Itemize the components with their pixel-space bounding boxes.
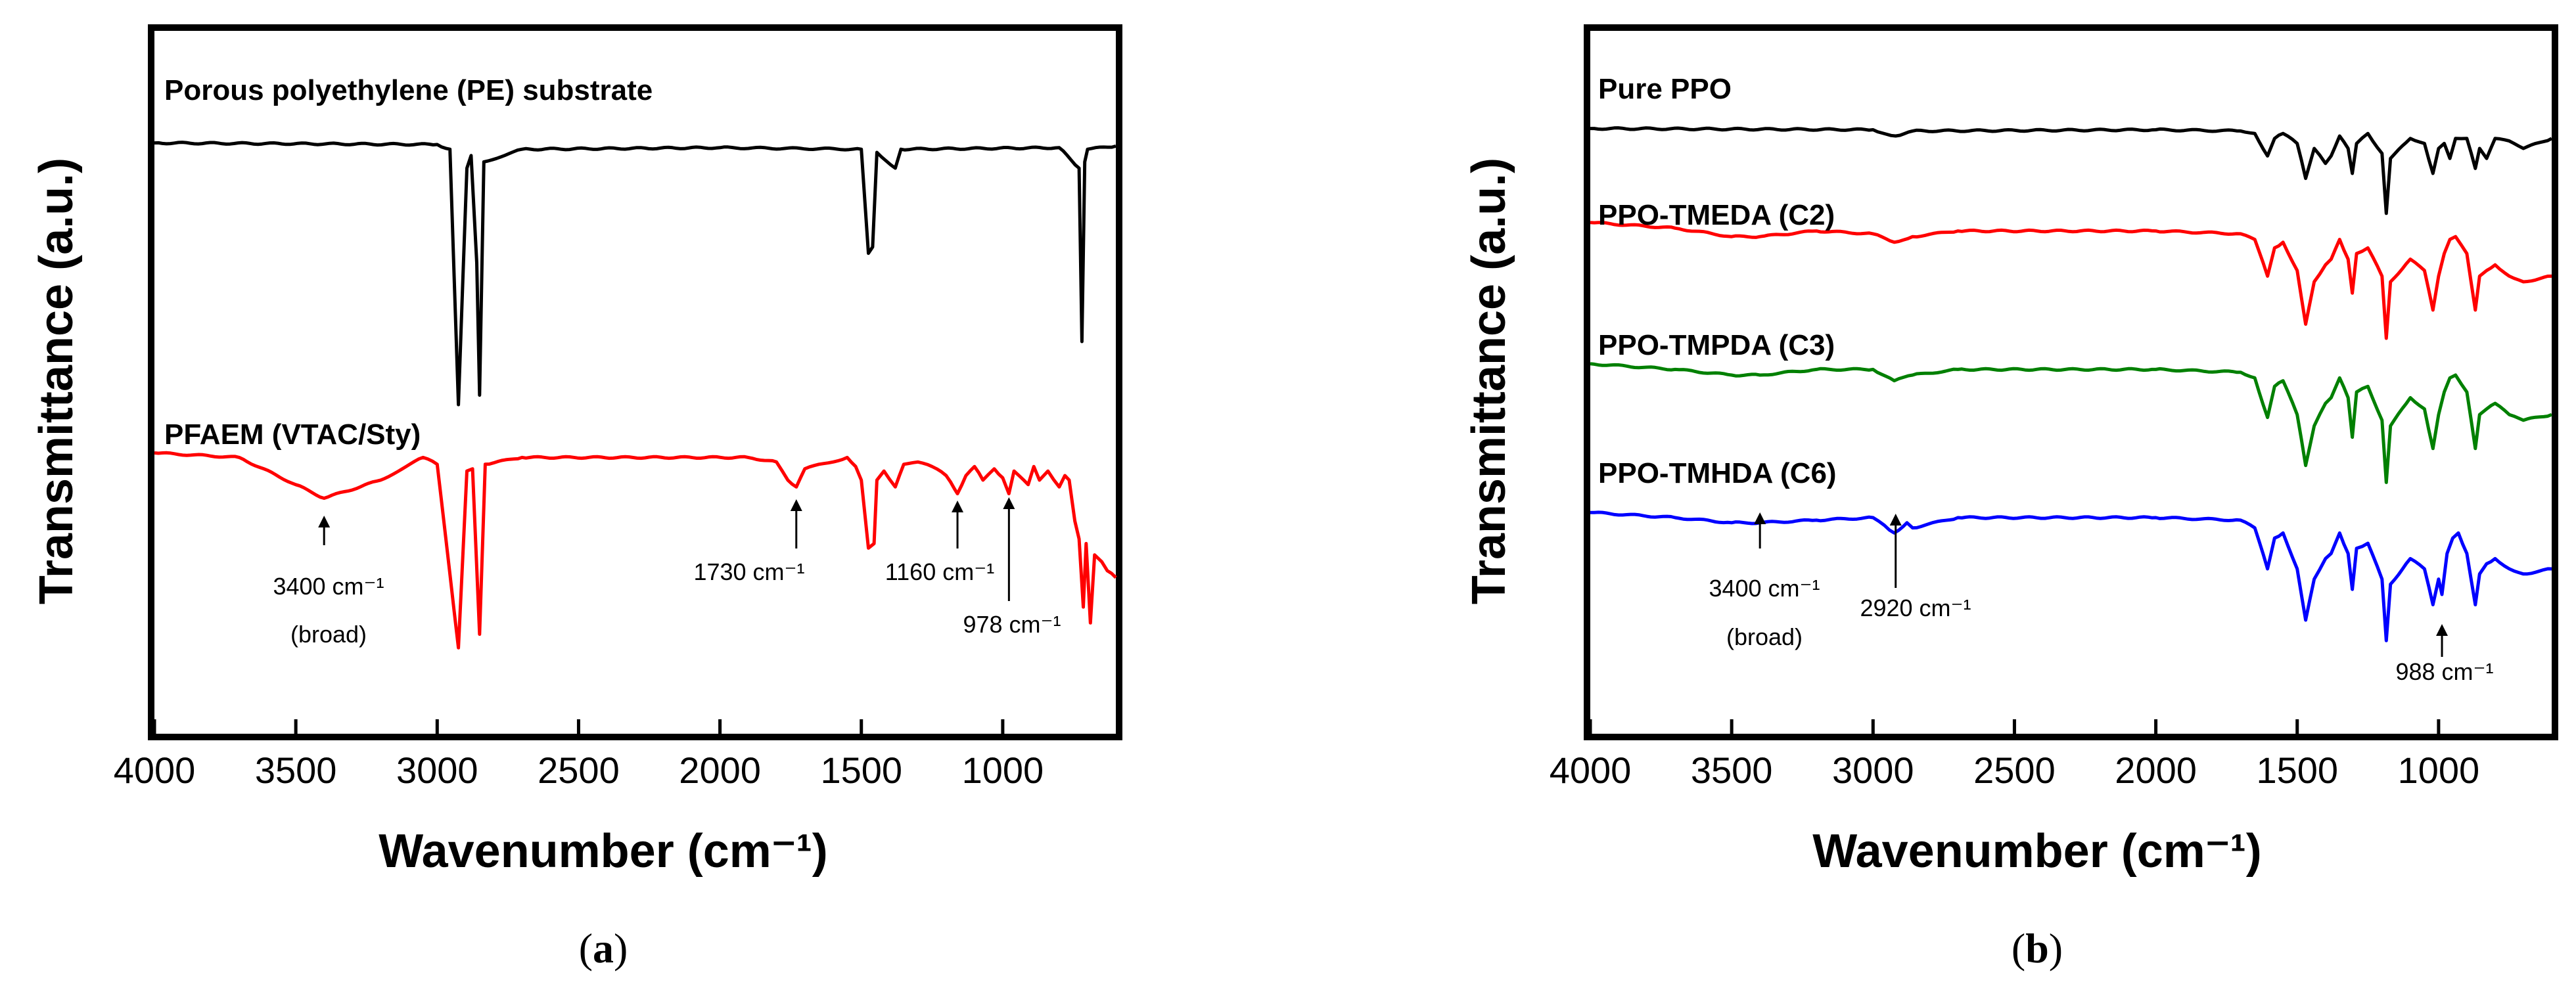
x-tick-label-4000: 4000 — [1550, 749, 1632, 791]
arrow-head-978 — [1003, 497, 1015, 509]
panel-letter-a: a — [593, 925, 614, 972]
series-line-a-1 — [154, 451, 1117, 650]
x-tick-label-1000: 1000 — [962, 749, 1044, 791]
series-label-pure-ppo: Pure PPO — [1598, 73, 1732, 105]
series-line-b-2 — [1590, 362, 2552, 484]
annotation-3400-b: 3400 cm⁻¹ — [1709, 575, 1820, 602]
series-label-pe: Porous polyethylene (PE) substrate — [164, 74, 653, 106]
x-tick-label-2500: 2500 — [538, 749, 620, 791]
x-axis-title-b: Wavenumber (cm⁻¹) — [1812, 825, 2261, 878]
annotation-3400-a: 3400 cm⁻¹ — [273, 573, 384, 600]
annotation-broad-a: (broad) — [290, 621, 367, 648]
x-axis-title-a: Wavenumber (cm⁻¹) — [379, 825, 827, 878]
x-tick-label-2000: 2000 — [679, 749, 761, 791]
arrow-head-1160 — [952, 501, 964, 512]
annotation-broad-b: (broad) — [1726, 623, 1803, 650]
series-label-tmpda: PPO-TMPDA (C3) — [1598, 329, 1835, 361]
x-axis-ticks-b: 4000 3500 3000 2500 2000 1500 1000 — [1550, 719, 2479, 791]
x-tick-label-3500: 3500 — [1691, 749, 1773, 791]
series-line-b-1 — [1590, 221, 2552, 340]
panel-letter-b: b — [2025, 925, 2049, 972]
x-tick-label-1000: 1000 — [2398, 749, 2480, 791]
x-tick-label-2500: 2500 — [1973, 749, 2056, 791]
arrow-head-1730 — [790, 499, 802, 511]
series-label-tmhda: PPO-TMHDA (C6) — [1598, 457, 1837, 489]
arrow-head-988 — [2436, 624, 2449, 636]
series-line-b-0 — [1590, 126, 2553, 215]
panel-label-a: (a) — [579, 925, 628, 972]
y-axis-title-a: Transmittance (a.u.) — [30, 158, 83, 604]
x-axis-ticks-a: 4000 3500 3000 2500 2000 1500 1000 — [114, 719, 1044, 791]
series-line-a-0 — [154, 141, 1116, 407]
x-tick-label-4000: 4000 — [114, 749, 196, 791]
panel-a-chart: 4000 3500 3000 2500 2000 1500 1000 Porous poly… — [30, 24, 1122, 972]
annotation-988: 988 cm⁻¹ — [2395, 658, 2493, 685]
annotation-arrows-a — [318, 497, 1015, 601]
arrow-head-3400 — [318, 516, 331, 527]
y-axis-title-b: Transmittance (a.u.) — [1463, 158, 1515, 604]
panel-label-b: (b) — [2012, 925, 2063, 972]
x-tick-label-3500: 3500 — [255, 749, 337, 791]
plot-frame-b — [1584, 24, 2558, 740]
annotation-1160: 1160 cm⁻¹ — [885, 558, 994, 585]
plot-frame-a — [148, 24, 1122, 740]
series-label-tmeda: PPO-TMEDA (C2) — [1598, 199, 1835, 231]
traces-a — [154, 141, 1117, 650]
arrow-head-3400 — [1754, 512, 1766, 524]
x-tick-label-3000: 3000 — [1832, 749, 1914, 791]
x-tick-label-1500: 1500 — [2256, 749, 2338, 791]
traces-b — [1590, 126, 2553, 642]
x-tick-label-3000: 3000 — [396, 749, 478, 791]
series-label-pfaem: PFAEM (VTAC/Sty) — [164, 418, 421, 451]
annotation-arrows-b — [1754, 512, 2449, 657]
annotation-1730: 1730 cm⁻¹ — [693, 558, 804, 585]
panel-b-chart: 4000 3500 3000 2500 2000 1500 1000 Pure PPO PP… — [1463, 24, 2558, 972]
annotation-978: 978 cm⁻¹ — [963, 611, 1061, 638]
x-tick-label-2000: 2000 — [2115, 749, 2197, 791]
annotation-2920: 2920 cm⁻¹ — [1860, 594, 1971, 621]
arrow-head-2920 — [1889, 514, 1902, 526]
x-tick-label-1500: 1500 — [820, 749, 902, 791]
series-line-b-3 — [1590, 510, 2552, 642]
